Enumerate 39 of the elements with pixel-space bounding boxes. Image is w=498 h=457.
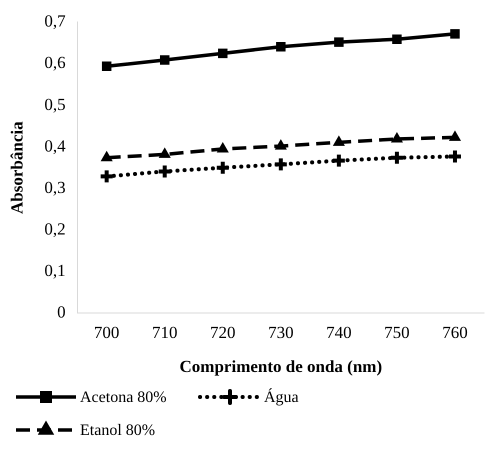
point <box>214 160 231 176</box>
legend-label: Acetona 80% <box>80 389 167 406</box>
point <box>275 140 287 150</box>
x-tick-label: 720 <box>210 322 236 342</box>
point <box>388 150 405 166</box>
point <box>334 37 344 47</box>
y-axis-title: Absorbância <box>8 120 27 214</box>
point <box>449 130 461 141</box>
x-tick-label: 710 <box>152 322 178 342</box>
y-tick-label: 0,3 <box>44 178 66 197</box>
y-tick-label: 0 <box>57 302 66 322</box>
point <box>98 168 115 184</box>
point <box>330 152 347 169</box>
point <box>272 156 289 172</box>
point <box>102 62 112 72</box>
y-tick-label: 0,2 <box>44 220 66 239</box>
point <box>276 42 286 52</box>
y-tick-label: 0,4 <box>44 136 66 156</box>
point <box>217 142 228 152</box>
x-tick-label: 730 <box>268 322 294 342</box>
x-tick-label: 750 <box>384 322 410 342</box>
x-axis-title: Comprimento de onda (nm) <box>180 357 382 376</box>
y-tick-label: 0,6 <box>44 53 66 72</box>
x-tick-label: 740 <box>326 322 352 342</box>
legend-label: Água <box>264 388 299 406</box>
legend-label: Etanol 80% <box>80 422 156 440</box>
point <box>392 34 402 44</box>
point <box>450 29 460 39</box>
x-tick-label: 700 <box>94 322 120 342</box>
point <box>159 148 170 158</box>
point <box>160 55 170 65</box>
x-tick-label: 760 <box>442 322 468 342</box>
y-tick-label: 0,1 <box>44 261 66 280</box>
point <box>100 151 112 162</box>
point <box>391 132 403 143</box>
point <box>218 48 228 58</box>
y-tick-label: 0,5 <box>44 94 66 114</box>
y-tick-label: 0,7 <box>44 12 66 31</box>
point <box>333 136 345 146</box>
